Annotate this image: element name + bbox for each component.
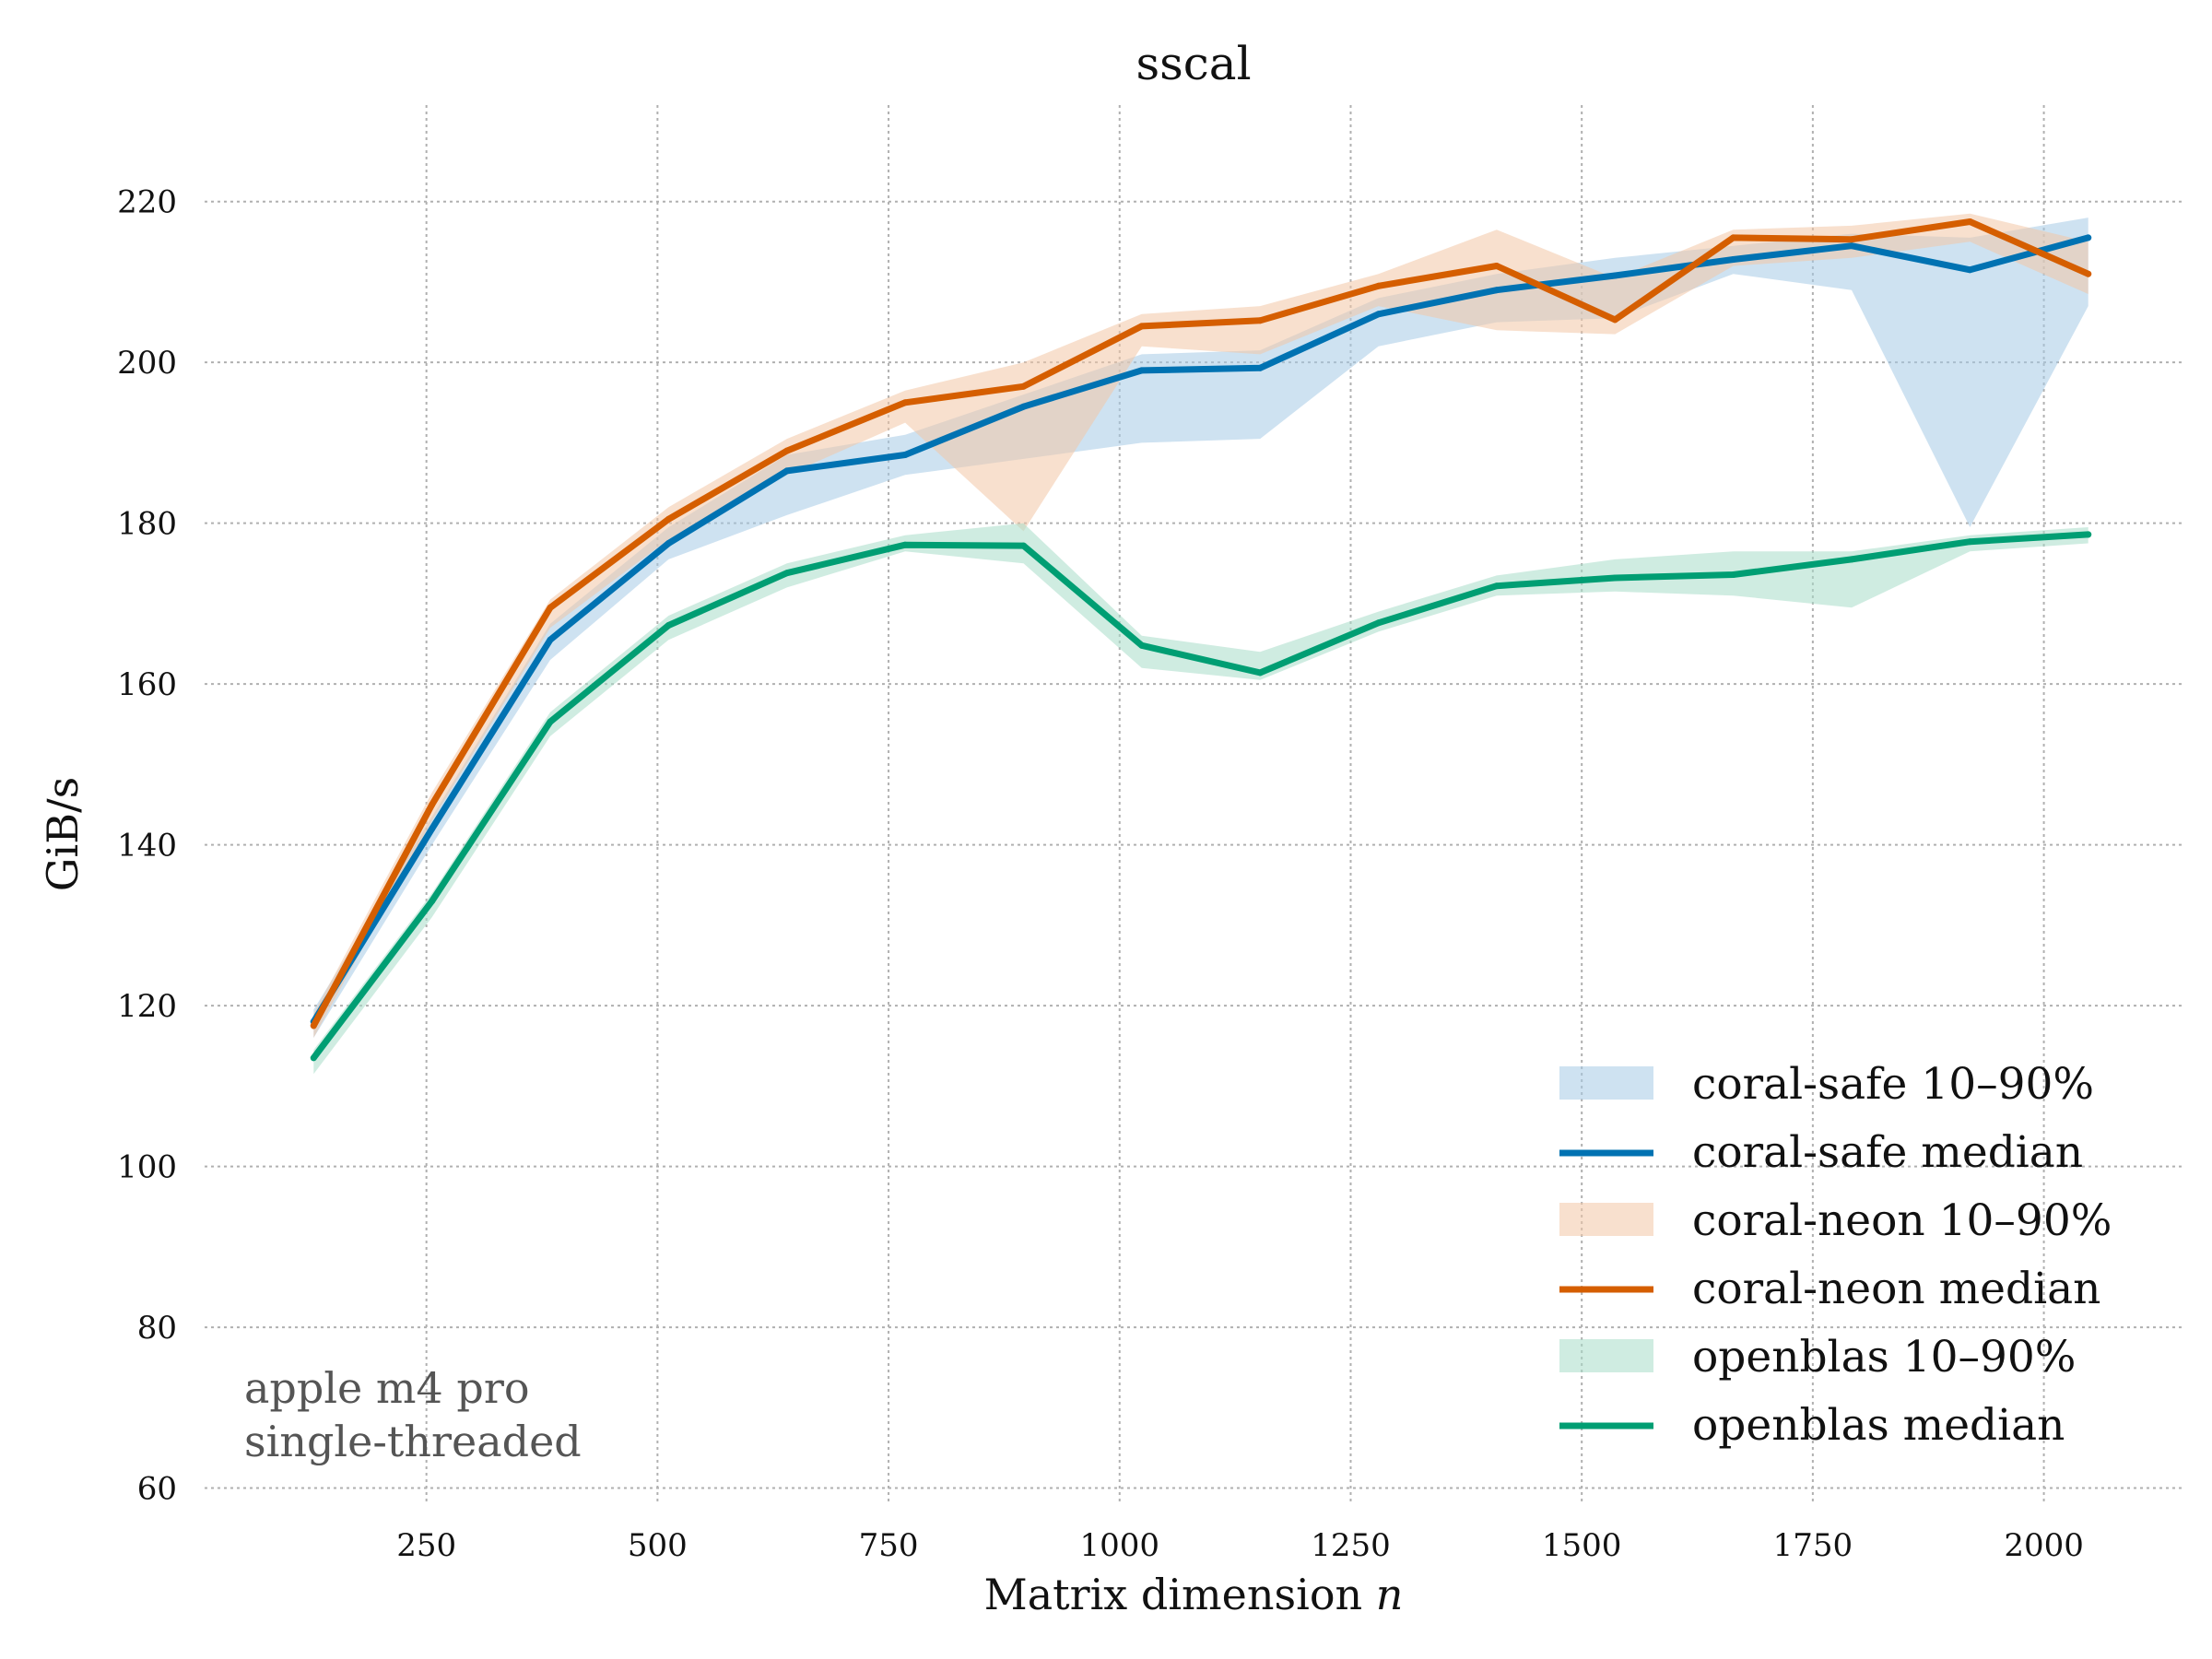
openblas-point-1408	[1493, 582, 1500, 590]
coral-safe-point-768	[901, 452, 909, 458]
y-axis-label: GiB/s	[38, 777, 88, 891]
y-tick-160: 160	[117, 666, 177, 703]
coral-safe-point-1664	[1730, 256, 1737, 263]
annotation-device: apple m4 pro	[244, 1363, 530, 1413]
y-tick-140: 140	[117, 828, 177, 865]
coral-safe-point-1152	[1256, 364, 1264, 371]
y-tick-220: 220	[117, 184, 177, 221]
openblas-legend-median-label: openblas median	[1692, 1400, 2065, 1451]
coral-safe-point-1536	[1611, 272, 1618, 279]
openblas-point-2048	[2085, 531, 2092, 538]
coral-neon-point-128	[310, 1022, 317, 1030]
coral-safe-legend-median-label: coral-safe median	[1692, 1127, 2083, 1178]
openblas-point-768	[901, 541, 909, 548]
coral-neon-point-1664	[1730, 234, 1737, 241]
openblas-point-1920	[1966, 538, 1973, 546]
tick-labels: 250 500 750 1000 1250 1500 1750 2000 60 80 100 120 1…	[117, 184, 2084, 1564]
y-tick-100: 100	[117, 1149, 177, 1186]
coral-safe-point-1920	[1966, 266, 1973, 274]
percentile-bands	[313, 213, 2088, 1075]
openblas-band	[313, 523, 2088, 1075]
openblas-point-896	[1020, 542, 1027, 549]
coral-neon-point-1024	[1138, 323, 1146, 330]
coral-neon-point-640	[783, 447, 791, 454]
coral-neon-point-384	[547, 604, 554, 611]
coral-safe-point-1024	[1138, 367, 1146, 374]
coral-neon-point-1920	[1966, 218, 1973, 225]
coral-safe-legend-band-swatch	[1559, 1066, 1653, 1100]
coral-safe-point-1280	[1375, 311, 1382, 318]
y-tick-120: 120	[117, 988, 177, 1025]
coral-neon-legend-band-swatch	[1559, 1203, 1653, 1236]
openblas-point-1280	[1375, 619, 1382, 627]
coral-neon-point-2048	[2085, 270, 2092, 277]
x-tick-2000: 2000	[2004, 1527, 2084, 1564]
openblas-point-384	[547, 718, 554, 725]
coral-safe-point-896	[1020, 403, 1027, 410]
median-lines	[310, 218, 2092, 1062]
coral-safe-point-1792	[1848, 242, 1855, 250]
coral-safe-band	[313, 218, 2088, 1039]
coral-neon-point-512	[665, 515, 672, 523]
coral-safe-point-384	[547, 636, 554, 643]
coral-neon-point-896	[1020, 382, 1027, 390]
x-tick-250: 250	[396, 1527, 456, 1564]
openblas-median-line	[310, 531, 2092, 1062]
coral-safe-point-512	[665, 540, 672, 547]
y-tick-180: 180	[117, 506, 177, 543]
coral-neon-point-1152	[1256, 317, 1264, 324]
coral-neon-point-1536	[1611, 316, 1618, 324]
coral-neon-median-line	[310, 218, 2092, 1030]
openblas-point-1664	[1730, 571, 1737, 578]
coral-safe-point-256	[429, 825, 436, 832]
openblas-point-640	[783, 570, 791, 577]
coral-safe-median-line	[310, 234, 2092, 1026]
coral-safe-point-2048	[2085, 234, 2092, 241]
annotation-threading: single-threaded	[244, 1417, 582, 1466]
coral-neon-point-1792	[1848, 236, 1855, 243]
openblas-point-512	[665, 622, 672, 629]
x-tick-1750: 1750	[1773, 1527, 1853, 1564]
coral-neon-point-768	[901, 399, 909, 406]
coral-safe-point-1408	[1493, 287, 1500, 294]
openblas-point-256	[429, 898, 436, 905]
x-axis-label: Matrix dimension n	[984, 1570, 1404, 1619]
openblas-legend-band-swatch	[1559, 1339, 1653, 1372]
x-tick-750: 750	[859, 1527, 919, 1564]
x-axis-label-text: Matrix dimension	[984, 1570, 1363, 1619]
openblas-point-1024	[1138, 641, 1146, 649]
coral-neon-point-1408	[1493, 263, 1500, 269]
openblas-point-1152	[1256, 669, 1264, 677]
coral-neon-legend-band-label: coral-neon 10–90%	[1692, 1195, 2112, 1246]
y-tick-60: 60	[137, 1471, 177, 1508]
x-tick-1500: 1500	[1542, 1527, 1622, 1564]
legend: coral-safe 10–90% coral-safe median coral-…	[1559, 1059, 2112, 1451]
y-tick-80: 80	[137, 1310, 177, 1347]
openblas-point-1536	[1611, 574, 1618, 582]
coral-neon-point-256	[429, 801, 436, 808]
x-tick-500: 500	[628, 1527, 688, 1564]
coral-neon-legend-median-label: coral-neon median	[1692, 1264, 2100, 1314]
x-tick-1000: 1000	[1080, 1527, 1160, 1564]
coral-safe-point-640	[783, 467, 791, 475]
coral-neon-point-1280	[1375, 282, 1382, 289]
openblas-point-1792	[1848, 556, 1855, 563]
openblas-legend-band-label: openblas 10–90%	[1692, 1332, 2076, 1382]
x-tick-1250: 1250	[1311, 1527, 1391, 1564]
openblas-point-128	[310, 1054, 317, 1062]
coral-safe-legend-band-label: coral-safe 10–90%	[1692, 1059, 2094, 1110]
x-axis-label-var: n	[1376, 1570, 1404, 1619]
y-tick-200: 200	[117, 345, 177, 382]
chart-title: sscal	[1135, 37, 1251, 90]
